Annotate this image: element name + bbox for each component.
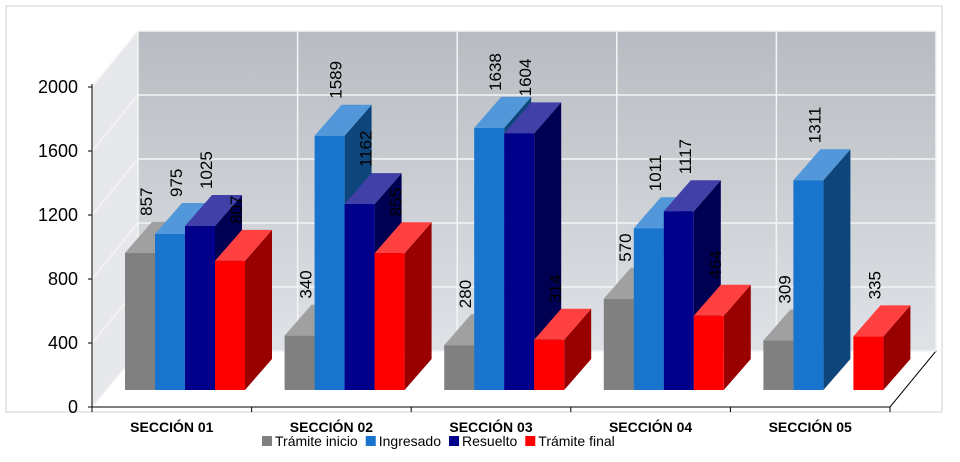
bar (444, 345, 475, 390)
legend-entry: Trámite final (538, 433, 615, 449)
data-label: 570 (616, 233, 635, 261)
bar-top (344, 173, 402, 205)
bar-top (185, 195, 242, 226)
gridline-side (91, 94, 139, 152)
bar (374, 253, 405, 390)
bar (633, 228, 664, 390)
data-label: 335 (865, 271, 884, 299)
bar (474, 127, 505, 391)
bar (534, 339, 565, 390)
legend-swatch (365, 436, 376, 446)
bar-top (155, 203, 212, 234)
y-tick-label: 1200 (38, 205, 78, 225)
bar-side (723, 284, 751, 390)
x-tick-label: SECCIÓN 02 (290, 418, 373, 435)
bar-top (474, 96, 532, 128)
gridline-side (91, 222, 139, 280)
bar (504, 133, 535, 391)
data-label: 1025 (197, 151, 216, 189)
legend-entry: Trámite inicio (275, 433, 358, 449)
y-tick-label: 1600 (38, 141, 78, 161)
x-tick-label: SECCIÓN 03 (449, 418, 532, 435)
data-label: 1011 (646, 155, 665, 192)
data-label: 280 (456, 280, 475, 308)
bar-top (504, 102, 562, 134)
bar (793, 180, 824, 390)
data-label: 857 (137, 188, 156, 216)
legend-entry: Ingresado (379, 433, 441, 449)
bar (215, 260, 245, 390)
bar-side (823, 149, 851, 390)
legend-swatch (525, 436, 536, 446)
bar-top (693, 284, 751, 316)
data-label: 1117 (676, 139, 695, 174)
data-label: 1589 (327, 61, 346, 99)
data-label: 1604 (516, 59, 535, 97)
bar (155, 234, 185, 390)
data-label: 1311 (805, 107, 824, 144)
bar-side (883, 305, 911, 390)
x-tick-label: SECCIÓN 04 (609, 418, 692, 435)
data-label: 340 (297, 270, 316, 298)
bar-top (663, 180, 721, 212)
bar (344, 204, 375, 390)
data-label: 1162 (357, 131, 376, 168)
bar-top (534, 308, 592, 340)
legend-swatch (449, 436, 460, 446)
bar (693, 315, 724, 390)
bar (603, 298, 634, 390)
x-tick-label: SECCIÓN 05 (769, 418, 852, 435)
bar-side (404, 222, 432, 390)
bar (763, 340, 794, 390)
y-tick-label: 800 (48, 269, 78, 289)
bar-top (314, 104, 372, 136)
gridline-side (91, 158, 139, 216)
bar (284, 335, 315, 390)
bar (314, 135, 345, 390)
data-label: 807 (227, 196, 246, 224)
data-label: 1638 (486, 53, 505, 91)
y-tick-label: 2000 (38, 77, 78, 97)
data-label: 975 (167, 169, 186, 197)
legend-entry: Resuelto (462, 433, 517, 449)
gridline-side (91, 30, 139, 88)
bar (125, 252, 155, 390)
data-label: 314 (546, 274, 565, 302)
bar (853, 336, 884, 390)
bar-top (793, 149, 851, 181)
legend-swatch (262, 436, 272, 446)
bar-side (564, 308, 592, 390)
bar (185, 226, 215, 390)
bar-top (853, 305, 911, 337)
data-label: 464 (706, 250, 725, 278)
bar-top (215, 229, 272, 261)
bar-side (245, 229, 272, 390)
y-tick-label: 400 (48, 333, 78, 353)
bar (663, 211, 694, 390)
data-label: 855 (387, 188, 406, 216)
data-label: 309 (775, 275, 794, 303)
bar-top (374, 222, 432, 254)
y-tick-label: 0 (68, 397, 78, 417)
x-tick-label: SECCIÓN 01 (130, 418, 213, 435)
